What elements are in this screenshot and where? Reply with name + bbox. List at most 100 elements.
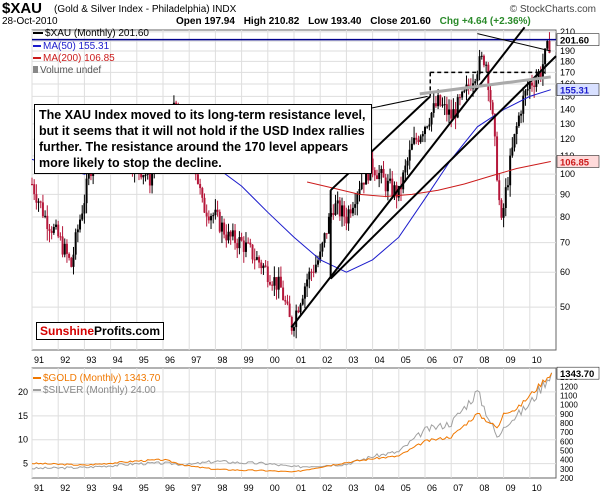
price-candle-body [482,55,485,66]
lower-y-right-tick-label: 700 [560,428,574,437]
price-candle-body [360,182,363,190]
price-candle-body [384,177,387,192]
lower-channel-line [329,55,557,280]
chart-symbol: $XAU [2,0,43,17]
price-candle-body [450,109,453,119]
price-candle-body [338,200,341,217]
price-candle-body [358,189,361,195]
lower-x-tick-label: 96 [165,483,175,493]
price-candle-body [284,299,287,302]
price-candle-body [341,205,344,217]
price-candle-body [437,95,440,107]
upper-y-tick-label: 210 [560,27,575,37]
upper-y-tick-label: 190 [560,46,575,56]
price-candle-body [467,84,470,87]
price-candle-body [408,149,411,161]
price-candle-body [286,301,289,304]
price-candle-body [39,201,42,203]
price-candle-body [336,200,339,204]
price-candle-body [59,236,62,238]
legend-volume: Volume undef [33,65,101,76]
upper-x-tick-label: 93 [86,355,96,365]
price-candle-body [244,242,247,252]
price-candle-body [513,134,516,148]
upper-x-tick-label: 91 [34,355,44,365]
price-candle-body [332,213,335,215]
price-candle-body [212,215,215,217]
price-candle-body [325,233,328,235]
price-candle-body [72,254,75,267]
lower-x-tick-label: 04 [375,483,385,493]
price-candle-body [476,74,479,82]
price-candle-body [262,265,265,269]
upper-y-tick-label: 70 [560,238,570,248]
price-candle-body [380,168,383,173]
price-candle-body [349,209,352,214]
price-candle-body [312,271,315,273]
legend-ma50: MA(50) 155.31 [33,41,109,52]
price-candle-body [148,168,151,186]
price-candle-body [76,229,79,233]
price-candle-body [424,126,426,135]
price-candle-body [432,103,435,113]
price-candle-body [506,185,509,188]
price-candle-body [504,187,507,209]
lower-x-tick-label: 99 [244,483,254,493]
lower-y-right-tick-label: 1000 [560,401,578,410]
ma200-tag: 106.85 [560,157,590,168]
price-candle-body [238,237,241,249]
price-candle-body [216,209,219,212]
price-candle-body [297,310,300,313]
price-candle-body [345,216,348,224]
ohlc-readout: Open 197.94 High 210.82 Low 193.40 Close… [176,16,537,27]
gold-line [31,372,553,473]
ma50-tag-bg [556,83,600,96]
high-value: High 210.82 [243,16,300,27]
upper-x-tick-label: 02 [322,355,332,365]
price-candle-body [448,109,451,115]
price-candle-body [391,178,394,196]
price-candle-body [260,262,263,269]
lower-y-right-tick-label: 1100 [560,392,578,401]
lower-x-tick-label: 98 [217,483,227,493]
price-candle-body [489,90,492,103]
price-candle-body [356,194,359,205]
price-candle-body [528,82,531,89]
price-candle-body [406,160,409,166]
price-candle-body [393,185,396,196]
price-candle-body [515,126,518,135]
price-candle-body [35,194,38,203]
lower-x-tick-label: 10 [532,483,542,493]
price-candle-body [68,253,71,258]
price-candle-body [303,286,306,299]
price-candle-body [50,230,53,233]
price-candle-body [539,71,542,78]
price-candle-body [478,56,481,75]
lower-x-tick-label: 00 [270,483,280,493]
upper-y-tick-label: 100 [560,169,575,179]
close-value: Close 201.60 [370,16,431,27]
price-candle-body [151,167,154,186]
upper-y-tick-label: 140 [560,105,575,115]
lower-x-tick-label: 07 [453,483,463,493]
price-candle-body [354,204,357,208]
price-candle-body [327,216,330,234]
price-tag-bg [556,33,600,46]
price-candle-body [207,216,210,221]
price-candle-body [48,229,51,231]
price-candle-body [277,276,280,290]
lower-x-tick-label: 06 [427,483,437,493]
price-candle-body [37,201,40,203]
ma200-line [306,161,551,198]
price-candle-body [373,170,376,176]
chart-subtitle: (Gold & Silver Index - Philadelphia) IND… [54,4,237,15]
lower-y-right-tick-label: 200 [560,474,574,483]
upper-x-tick-label: 99 [244,355,254,365]
price-candle-body [201,188,204,198]
price-candle-body [275,277,278,290]
price-candle-body [452,109,455,119]
price-candle-body [365,167,368,185]
stockcharts-brand: © StockCharts.com [509,4,596,15]
lower-x-tick-label: 91 [34,483,44,493]
price-candle-body [85,178,88,204]
